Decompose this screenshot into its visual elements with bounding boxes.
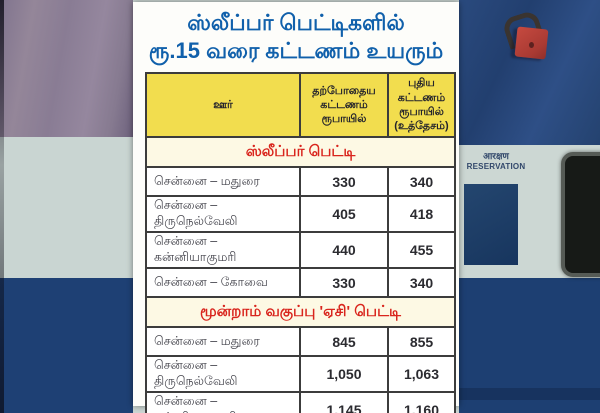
route-cell: சென்னை – மதுரை xyxy=(145,326,301,357)
train-body-stripe-left xyxy=(0,137,133,278)
proposed-fare-cell: 418 xyxy=(387,195,456,233)
section-heading-3ac: மூன்றாம் வகுப்பு 'ஏசி' பெட்டி xyxy=(145,296,456,328)
header-row: ஊர் தற்போதைய கட்டணம் ரூபாயில் புதிய கட்ட… xyxy=(145,72,456,138)
headline-line-2: ரூ.15 வரை கட்டணம் உயரும் xyxy=(148,38,444,63)
reservation-sign-english: RESERVATION xyxy=(466,162,526,172)
route-cell: சென்னை – திருநெல்வேலி xyxy=(145,355,301,393)
train-body-lower-left xyxy=(0,278,133,413)
table-row: சென்னை – திருநெல்வேலி 405 418 xyxy=(145,195,456,233)
reservation-board xyxy=(464,184,518,265)
current-fare-cell: 330 xyxy=(299,267,389,298)
table-row: சென்னை – கோவை 330 340 xyxy=(145,267,456,298)
section-header-row: ஸ்லீப்பர் பெட்டி xyxy=(145,136,456,168)
headline-line-1: ஸ்லீப்பர் பெட்டிகளில் xyxy=(187,10,405,35)
route-cell: சென்னை – திருநெல்வேலி xyxy=(145,195,301,233)
headline: ஸ்லீப்பர் பெட்டிகளில் ரூ.15 வரை கட்டணம் … xyxy=(137,9,455,65)
proposed-fare-cell: 855 xyxy=(387,326,456,357)
proposed-fare-cell: 340 xyxy=(387,166,456,197)
table-row: சென்னை – மதுரை 330 340 xyxy=(145,166,456,197)
current-fare-cell: 1,145 xyxy=(299,391,389,413)
reservation-sign: आरक्षण RESERVATION xyxy=(464,151,528,172)
route-cell: சென்னை – கோவை xyxy=(145,267,301,298)
train-body-lower-right xyxy=(459,278,600,413)
current-fare-cell: 405 xyxy=(299,195,389,233)
proposed-fare-cell: 455 xyxy=(387,231,456,269)
proposed-fare-cell: 340 xyxy=(387,267,456,298)
current-fare-cell: 330 xyxy=(299,166,389,197)
route-cell: சென்னை – கன்னியாகுமரி xyxy=(145,391,301,413)
section-heading-sleeper: ஸ்லீப்பர் பெட்டி xyxy=(145,136,456,168)
section-header-row: மூன்றாம் வகுப்பு 'ஏசி' பெட்டி xyxy=(145,296,456,328)
proposed-fare-cell: 1,063 xyxy=(387,355,456,393)
train-door-panel xyxy=(0,0,133,143)
route-cell: சென்னை – கன்னியாகுமரி xyxy=(145,231,301,269)
column-header-proposed-fare: புதிய கட்டணம் ரூபாயில் (உத்தேசம்) xyxy=(387,72,456,138)
proposed-fare-cell: 1,160 xyxy=(387,391,456,413)
reservation-sign-hindi: आरक्षण xyxy=(483,151,509,161)
column-header-current-fare: தற்போதைய கட்டணம் ரூபாயில் xyxy=(299,72,389,138)
table-row: சென்னை – கன்னியாகுமரி 1,145 1,160 xyxy=(145,391,456,413)
train-body-shadow-band xyxy=(459,388,600,400)
table-row: சென்னை – கன்னியாகுமரி 440 455 xyxy=(145,231,456,269)
current-fare-cell: 1,050 xyxy=(299,355,389,393)
train-window xyxy=(561,152,600,277)
train-body-upper-right xyxy=(459,0,600,145)
table-row: சென்னை – மதுரை 845 855 xyxy=(145,326,456,357)
current-fare-cell: 440 xyxy=(299,231,389,269)
fare-card: ஸ்லீப்பர் பெட்டிகளில் ரூ.15 வரை கட்டணம் … xyxy=(133,2,459,413)
padlock-icon xyxy=(501,9,553,64)
fare-table: ஊர் தற்போதைய கட்டணம் ரூபாயில் புதிய கட்ட… xyxy=(145,72,456,413)
train-edge-shadow xyxy=(0,0,4,413)
column-header-place: ஊர் xyxy=(145,72,301,138)
route-cell: சென்னை – மதுரை xyxy=(145,166,301,197)
table-row: சென்னை – திருநெல்வேலி 1,050 1,063 xyxy=(145,355,456,393)
padlock-keyhole xyxy=(529,42,534,48)
current-fare-cell: 845 xyxy=(299,326,389,357)
